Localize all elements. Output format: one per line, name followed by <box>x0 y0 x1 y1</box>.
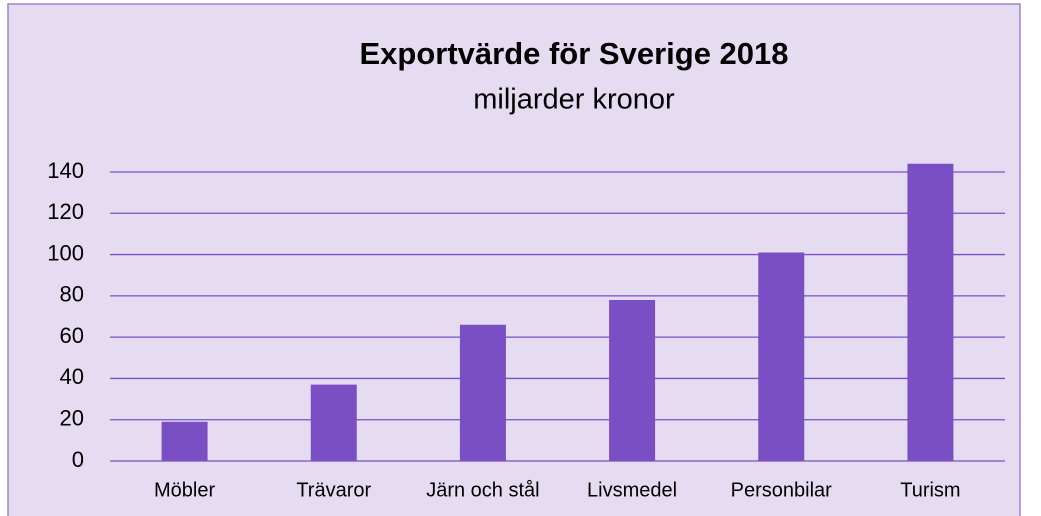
y-tick-label: 100 <box>47 240 84 265</box>
y-tick-label: 40 <box>60 364 84 389</box>
x-tick-label: Möbler <box>154 479 215 501</box>
y-tick-label: 0 <box>72 447 84 472</box>
y-tick-label: 140 <box>47 158 84 183</box>
x-tick-label: Livsmedel <box>587 479 677 501</box>
y-tick-label: 120 <box>47 199 84 224</box>
bar <box>459 324 506 461</box>
chart-title: Exportvärde för Sverige 2018 <box>359 36 788 71</box>
y-tick-label: 60 <box>60 323 84 348</box>
x-tick-label: Trävaror <box>296 479 371 501</box>
y-tick-label: 20 <box>60 406 84 431</box>
x-tick-label: Turism <box>900 479 960 501</box>
bar <box>907 163 954 461</box>
bar <box>758 252 805 461</box>
bar <box>609 299 656 461</box>
x-tick-label: Personbilar <box>731 479 833 501</box>
chart-subtitle: miljarder kronor <box>473 84 675 116</box>
x-tick-label: Järn och stål <box>426 479 539 501</box>
bar <box>310 384 357 461</box>
y-tick-label: 80 <box>60 282 84 307</box>
bar <box>161 421 208 461</box>
chart-background <box>7 3 1021 516</box>
